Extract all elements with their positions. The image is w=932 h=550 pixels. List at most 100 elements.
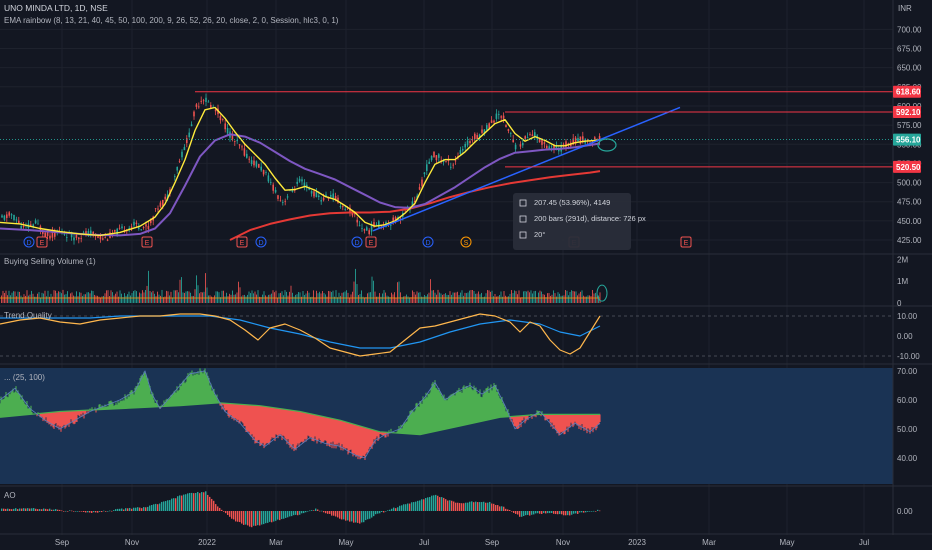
volume-bar[interactable]: [356, 284, 358, 303]
candle-body[interactable]: [553, 145, 555, 150]
volume-bar[interactable]: [110, 290, 112, 303]
ao-bar[interactable]: [361, 511, 363, 523]
volume-bar[interactable]: [449, 291, 451, 303]
volume-bar[interactable]: [212, 297, 214, 303]
ao-bar[interactable]: [99, 511, 101, 512]
ao-bar[interactable]: [233, 511, 235, 520]
volume-bar[interactable]: [137, 296, 139, 303]
candle-body[interactable]: [363, 229, 366, 231]
candle-body[interactable]: [358, 225, 361, 227]
ao-bar[interactable]: [379, 511, 381, 514]
volume-bar[interactable]: [461, 290, 463, 303]
ao-bar[interactable]: [353, 511, 355, 523]
ao-bar[interactable]: [195, 492, 197, 511]
ao-bar[interactable]: [209, 496, 211, 511]
candle-body[interactable]: [534, 132, 536, 137]
volume-bar[interactable]: [122, 297, 124, 303]
ao-bar[interactable]: [3, 508, 5, 511]
volume-bar[interactable]: [581, 290, 583, 303]
ao-bar[interactable]: [247, 511, 249, 526]
oscillator-pane[interactable]: [0, 368, 893, 484]
volume-bar[interactable]: [158, 294, 160, 303]
volume-bar[interactable]: [31, 290, 32, 303]
volume-bar[interactable]: [28, 295, 29, 303]
ao-bar[interactable]: [93, 511, 95, 513]
ao-bar[interactable]: [163, 501, 165, 511]
volume-bar[interactable]: [583, 295, 584, 303]
volume-bar[interactable]: [526, 291, 527, 303]
volume-bar[interactable]: [254, 291, 256, 303]
ao-bar[interactable]: [567, 511, 569, 516]
volume-bar[interactable]: [227, 296, 229, 303]
ao-bar[interactable]: [293, 511, 295, 516]
volume-bar[interactable]: [490, 291, 491, 303]
ao-bar[interactable]: [53, 509, 55, 511]
ao-bar[interactable]: [115, 509, 117, 511]
volume-bar[interactable]: [401, 297, 403, 303]
ao-bar[interactable]: [345, 511, 347, 521]
volume-bar[interactable]: [307, 290, 308, 303]
volume-bar[interactable]: [404, 295, 406, 303]
candle-body[interactable]: [414, 201, 416, 203]
event-marker-earnings[interactable]: [365, 236, 377, 248]
ao-bar[interactable]: [445, 499, 447, 511]
candle-body[interactable]: [303, 182, 306, 188]
ao-bar[interactable]: [577, 511, 579, 514]
ao-bar[interactable]: [381, 511, 383, 513]
volume-bar[interactable]: [154, 293, 155, 303]
ao-bar[interactable]: [421, 499, 423, 511]
event-marker-earnings[interactable]: [141, 236, 153, 248]
volume-bar[interactable]: [398, 281, 400, 303]
volume-bar[interactable]: [125, 295, 127, 303]
ao-bar[interactable]: [135, 507, 137, 511]
candle-body[interactable]: [226, 128, 229, 134]
volume-bar[interactable]: [520, 297, 521, 303]
ao-bar[interactable]: [29, 508, 31, 511]
ao-bar[interactable]: [49, 508, 51, 511]
candle-body[interactable]: [481, 129, 483, 133]
event-marker-earnings[interactable]: [36, 236, 48, 248]
ao-bar[interactable]: [487, 502, 489, 511]
volume-bar[interactable]: [142, 290, 143, 303]
candle-body[interactable]: [174, 176, 176, 177]
volume-bar[interactable]: [508, 296, 509, 303]
candle-body[interactable]: [159, 202, 162, 207]
volume-bar[interactable]: [251, 290, 253, 303]
volume-bar[interactable]: [295, 294, 296, 303]
volume-bar[interactable]: [181, 277, 182, 303]
volume-bar[interactable]: [205, 273, 206, 303]
volume-bar[interactable]: [127, 294, 128, 303]
volume-bar[interactable]: [362, 296, 364, 303]
ao-bar[interactable]: [497, 505, 499, 511]
candle-body[interactable]: [368, 230, 370, 235]
candle-body[interactable]: [78, 237, 80, 240]
candle-body[interactable]: [274, 189, 277, 193]
ao-bar[interactable]: [339, 511, 341, 519]
volume-bar[interactable]: [479, 294, 481, 303]
candle-body[interactable]: [512, 139, 514, 143]
ao-bar[interactable]: [89, 511, 91, 513]
ao-bar[interactable]: [335, 511, 337, 517]
candle-body[interactable]: [147, 225, 150, 230]
volume-bar[interactable]: [407, 296, 409, 303]
volume-bar[interactable]: [560, 295, 562, 303]
volume-bar[interactable]: [7, 295, 8, 303]
candle-body[interactable]: [373, 222, 375, 228]
volume-bar[interactable]: [68, 296, 70, 303]
volume-bar[interactable]: [176, 290, 178, 303]
ao-bar[interactable]: [327, 511, 329, 514]
ao-bar[interactable]: [91, 511, 93, 513]
volume-bar[interactable]: [1, 295, 2, 303]
candle-body[interactable]: [447, 159, 450, 162]
ao-bar[interactable]: [595, 511, 597, 512]
candle-body[interactable]: [102, 238, 104, 240]
volume-bar[interactable]: [289, 291, 290, 303]
volume-bar[interactable]: [101, 296, 103, 303]
volume-bar[interactable]: [100, 297, 101, 303]
volume-bar[interactable]: [49, 296, 50, 303]
volume-bar[interactable]: [514, 290, 515, 303]
volume-bar[interactable]: [365, 296, 367, 303]
candle-body[interactable]: [510, 132, 512, 134]
candle-body[interactable]: [471, 139, 474, 141]
candle-body[interactable]: [246, 153, 248, 158]
